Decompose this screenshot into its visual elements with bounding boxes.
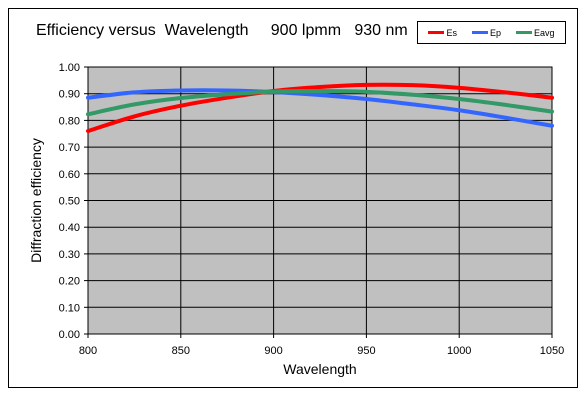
x-tick-label: 900 (264, 345, 282, 357)
chart-title: Efficiency versus Wavelength 900 lpmm 93… (36, 22, 408, 39)
legend-swatch (471, 31, 488, 34)
y-tick-label: 0.10 (59, 302, 80, 314)
legend-label: Eavg (533, 27, 555, 38)
y-axis-label: Diffraction efficiency (28, 138, 44, 263)
x-axis-label: Wavelength (283, 361, 356, 377)
y-tick-label: 0.70 (59, 142, 80, 154)
legend-item-ep: Ep (471, 27, 501, 38)
legend-item-eavg: Eavg (515, 27, 555, 38)
y-tick-label: 0.60 (59, 169, 80, 181)
x-tick-label: 950 (357, 345, 375, 357)
series-line-eavg (86, 89, 554, 117)
legend-swatch (428, 31, 445, 34)
x-tick-label: 1000 (447, 345, 471, 357)
x-tick-label: 1050 (540, 345, 564, 357)
x-tick-label: 850 (172, 345, 190, 357)
legend-label: Es (446, 27, 457, 38)
y-tick-label: 0.30 (59, 249, 80, 261)
y-tick-label: 0.00 (59, 329, 80, 341)
legend-item-es: Es (428, 28, 457, 38)
y-tick-label: 1.00 (59, 62, 80, 74)
y-tick-label: 0.40 (59, 222, 80, 234)
y-tick-label: 0.80 (59, 115, 80, 127)
series-line-ep (86, 88, 554, 128)
legend-label: Ep (489, 27, 501, 38)
legend: Es Ep Eavg (417, 21, 566, 44)
y-tick-label: 0.50 (59, 196, 80, 208)
legend-swatch (515, 31, 532, 34)
x-tick-label: 800 (79, 345, 97, 357)
series-line-es (86, 82, 554, 134)
y-tick-label: 0.90 (59, 89, 80, 101)
y-tick-label: 0.20 (59, 276, 80, 288)
